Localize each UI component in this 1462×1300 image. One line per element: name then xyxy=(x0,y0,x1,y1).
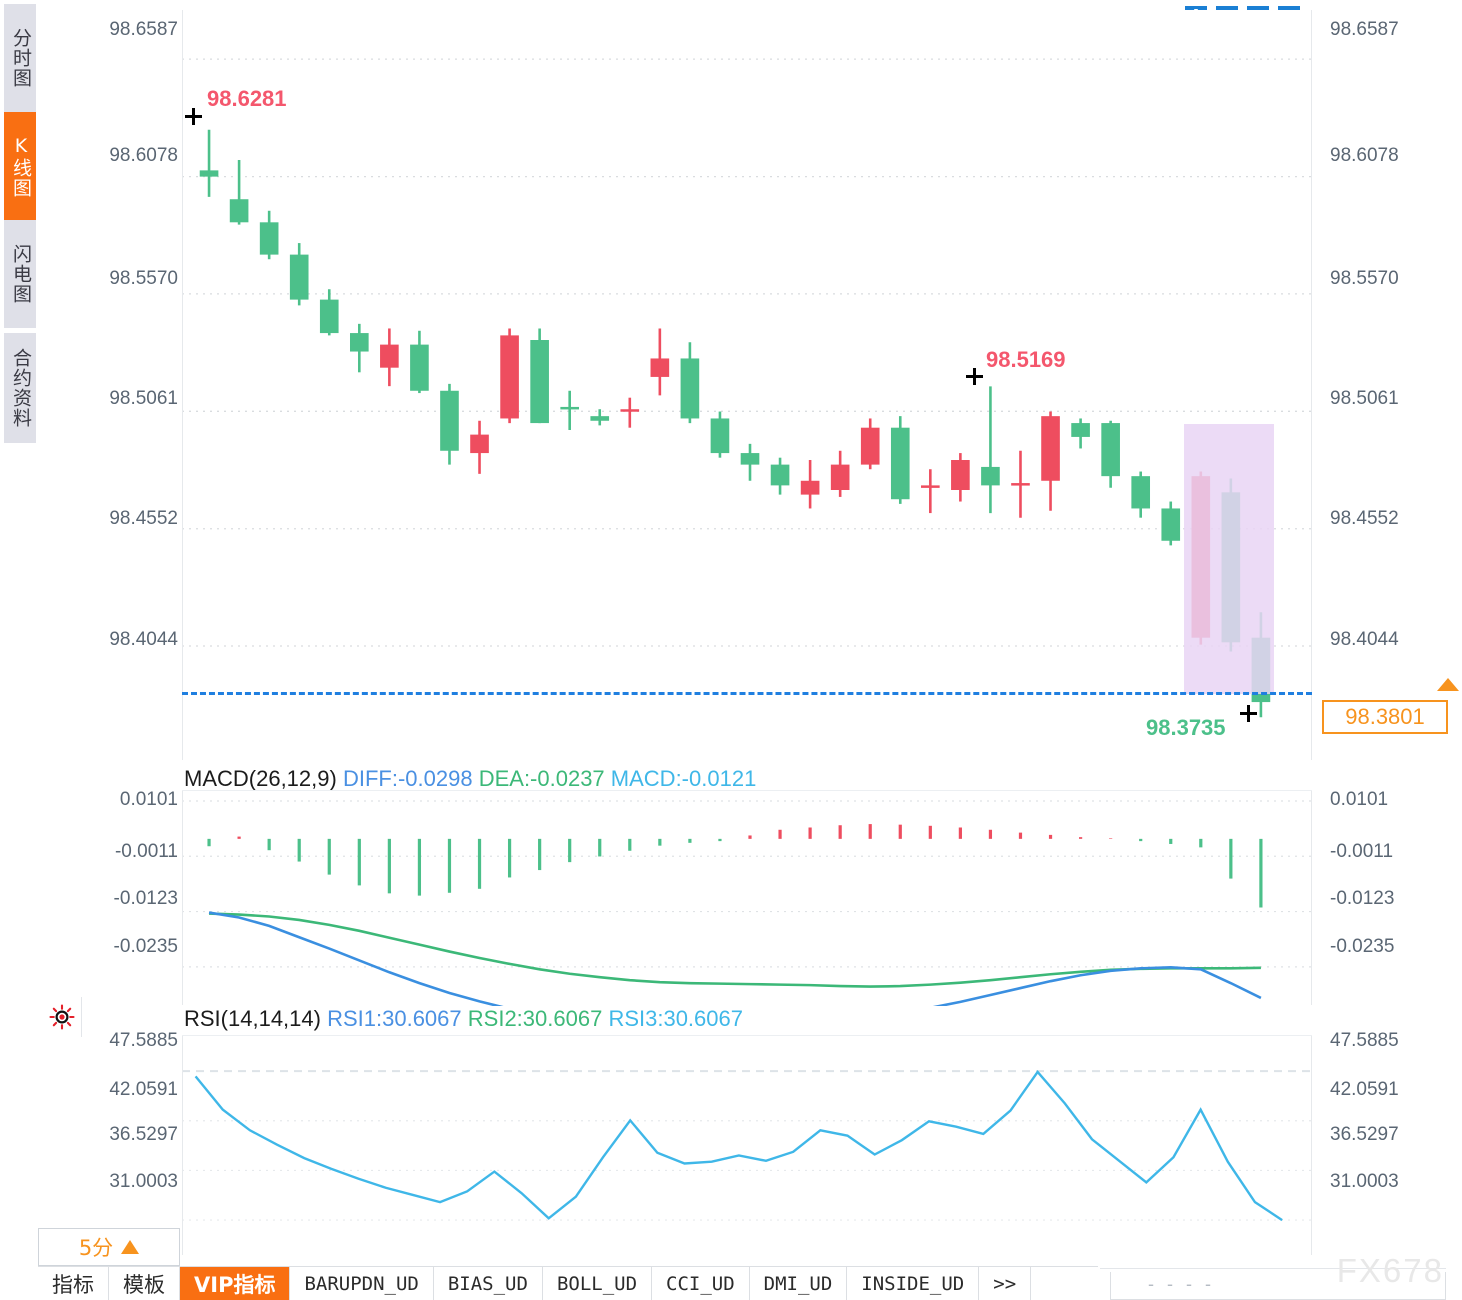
macd-axis-right-2: -0.0123 xyxy=(1330,888,1395,909)
high-crosshair-marker xyxy=(185,108,202,125)
rsi-chart xyxy=(182,1069,1312,1222)
rsi-axis-right-0: 47.5885 xyxy=(1330,1030,1399,1051)
left-sidebar: 分时图 K线图 闪电图 合约资料 xyxy=(0,0,40,1218)
selection-highlight xyxy=(1184,424,1274,694)
indicator-tab-5[interactable]: BOLL_UD xyxy=(543,1267,653,1300)
macd-axis-right-0: 0.0101 xyxy=(1330,789,1389,810)
period-selector[interactable]: 5分 xyxy=(38,1228,180,1266)
macd-title[interactable]: MACD(26,12,9) DIFF:-0.0298 DEA:-0.0237 M… xyxy=(184,766,756,792)
macd-chart-panel[interactable] xyxy=(182,790,1312,1006)
rsi-title[interactable]: RSI(14,14,14) RSI1:30.6067 RSI2:30.6067 … xyxy=(184,1006,743,1032)
price-axis-left-0: 98.6587 xyxy=(109,19,178,40)
sidebar-divider xyxy=(4,328,36,330)
rsi3-label: RSI3:30.6067 xyxy=(608,1006,743,1031)
price-axis-right-4: 98.4552 xyxy=(1330,508,1399,529)
price-axis-left-4: 98.4552 xyxy=(109,508,178,529)
indicator-tab-8[interactable]: INSIDE_UD xyxy=(847,1267,980,1300)
price-axis-left-5: 98.4044 xyxy=(109,629,178,650)
bottom-divider xyxy=(1100,1268,1446,1269)
secondary-high-price-label: 98.5169 xyxy=(986,347,1066,372)
sidebar-item-contract[interactable]: 合约资料 xyxy=(4,333,36,443)
macd-chart xyxy=(182,800,1312,1006)
rsi-axis-right-1: 42.0591 xyxy=(1330,1079,1399,1100)
brightness-icon[interactable] xyxy=(42,997,82,1037)
period-selector-label: 5分 xyxy=(78,1236,114,1260)
macd-axis-left-1: -0.0011 xyxy=(114,841,178,862)
price-axis-right-3: 98.5061 xyxy=(1330,388,1399,409)
price-axis-right-5: 98.4044 xyxy=(1330,629,1399,650)
indicator-tab-0[interactable]: 指标 xyxy=(38,1267,109,1300)
rsi-axis-left-3: 31.0003 xyxy=(109,1171,178,1192)
indicator-tab-7[interactable]: DMI_UD xyxy=(750,1267,848,1300)
sidebar-item-timeshare[interactable]: 分时图 xyxy=(4,4,36,112)
price-axis-right-2: 98.5570 xyxy=(1330,268,1399,289)
candlestick-chart xyxy=(182,58,1312,718)
rsi-chart-panel[interactable] xyxy=(182,1035,1312,1255)
indicator-tab-1[interactable]: 模板 xyxy=(109,1267,180,1300)
indicator-tab-3[interactable]: BARUPDN_UD xyxy=(290,1267,434,1300)
last-price-arrow-icon xyxy=(1437,678,1459,691)
macd-dea-label: DEA:-0.0237 xyxy=(478,766,605,791)
price-axis-left-2: 98.5570 xyxy=(109,268,178,289)
high-price-label: 98.6281 xyxy=(207,86,287,111)
macd-axis-right-3: -0.0235 xyxy=(1330,936,1395,957)
price-axis-left-3: 98.5061 xyxy=(109,388,178,409)
rsi-name-label: RSI(14,14,14) xyxy=(184,1006,321,1031)
macd-name-label: MACD(26,12,9) xyxy=(184,766,337,791)
rsi-axis-right-2: 36.5297 xyxy=(1330,1124,1399,1145)
price-axis-right-1: 98.6078 xyxy=(1330,145,1399,166)
secondary-high-crosshair-marker xyxy=(966,368,983,385)
rsi-axis-left-0: 47.5885 xyxy=(109,1030,178,1051)
sidebar-item-kline[interactable]: K线图 xyxy=(4,112,36,220)
indicator-tabbar: 指标 模板 VIP指标 BARUPDN_UD BIAS_UD BOLL_UD CCI_UD D… xyxy=(38,1266,1098,1300)
low-price-label: 98.3735 xyxy=(1146,715,1226,740)
triangle-up-icon xyxy=(121,1240,140,1254)
macd-axis-left-2: -0.0123 xyxy=(113,888,178,909)
indicator-tab-4[interactable]: BIAS_UD xyxy=(434,1267,543,1300)
bottom-dashes: - - - - xyxy=(1148,1274,1215,1294)
low-crosshair-marker xyxy=(1240,705,1257,722)
rsi-axis-left-1: 42.0591 xyxy=(109,1079,178,1100)
rsi-axis-left-2: 36.5297 xyxy=(109,1124,178,1145)
macd-axis-right-1: -0.0011 xyxy=(1330,841,1394,862)
indicator-tab-6[interactable]: CCI_UD xyxy=(652,1267,750,1300)
rsi-axis-right-3: 31.0003 xyxy=(1330,1171,1399,1192)
macd-axis-left-3: -0.0235 xyxy=(113,936,178,957)
last-price-tag[interactable]: 98.3801 xyxy=(1322,700,1448,734)
macd-axis-left-0: 0.0101 xyxy=(119,789,178,810)
last-price-line xyxy=(182,692,1312,695)
price-axis-right-0: 98.6587 xyxy=(1330,19,1399,40)
indicator-tab-2[interactable]: VIP指标 xyxy=(180,1267,291,1300)
macd-value-label: MACD:-0.0121 xyxy=(610,766,757,791)
price-chart-panel[interactable] xyxy=(182,10,1312,760)
sidebar-item-lightning[interactable]: 闪电图 xyxy=(4,220,36,328)
watermark: FX678 xyxy=(1336,1252,1444,1289)
price-axis-left-1: 98.6078 xyxy=(109,145,178,166)
macd-diff-label: DIFF:-0.0298 xyxy=(342,766,473,791)
rsi1-label: RSI1:30.6067 xyxy=(327,1006,462,1031)
indicator-tab-9[interactable]: >> xyxy=(979,1267,1032,1300)
rsi2-label: RSI2:30.6067 xyxy=(467,1006,603,1031)
